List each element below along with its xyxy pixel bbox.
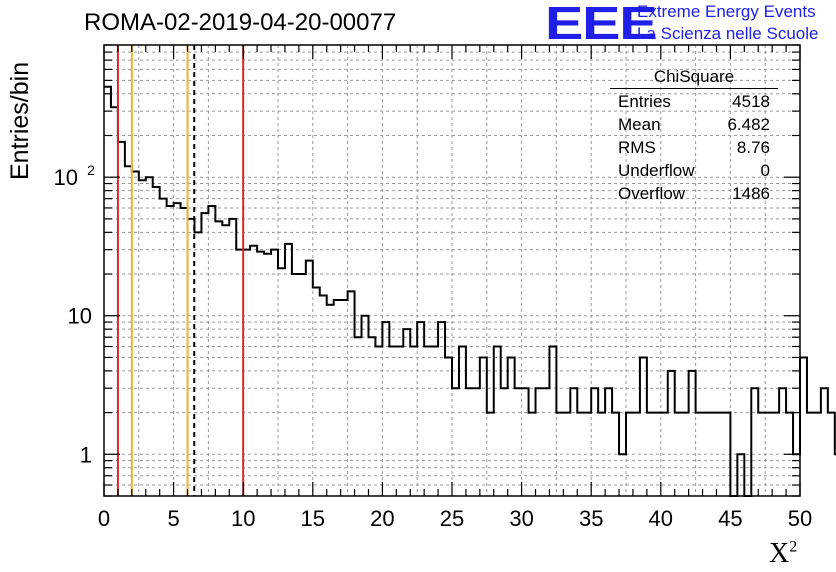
y-axis-label: Entries/bin [6, 61, 34, 180]
x-axis-label-base: X [769, 538, 790, 569]
stats-row-underflow: Underflow 0 [610, 159, 778, 182]
y-tick-label: 10 [54, 165, 78, 190]
chart-title: ROMA-02-2019-04-20-00077 [84, 9, 397, 36]
x-tick-label: 5 [167, 506, 179, 531]
logo-line-1: Extreme Energy Events [637, 2, 816, 21]
stats-label: Underflow [618, 161, 695, 180]
x-tick-label: 10 [231, 506, 255, 531]
x-tick-label: 20 [370, 506, 394, 531]
stats-value: 1486 [732, 184, 770, 203]
logo-line-2: La Scienza nelle Scuole [637, 24, 819, 43]
stats-title: ChiSquare [610, 67, 778, 89]
x-tick-label: 0 [98, 506, 110, 531]
stats-label: Overflow [618, 184, 686, 203]
x-tick-label: 50 [788, 506, 812, 531]
stats-row-rms: RMS 8.76 [610, 136, 778, 159]
y-tick-label: 1 [80, 442, 92, 467]
x-tick-label: 35 [579, 506, 603, 531]
x-tick-label: 30 [509, 506, 533, 531]
stats-value: 8.76 [736, 138, 770, 157]
stats-value: 0 [760, 161, 770, 180]
x-tick-label: 45 [718, 506, 742, 531]
y-tick-label-exponent: 2 [87, 162, 95, 178]
stats-row-entries: Entries 4518 [610, 90, 778, 113]
x-axis-label-superscript: 2 [789, 538, 798, 556]
x-tick-label: 25 [440, 506, 464, 531]
x-tick-label: 40 [649, 506, 673, 531]
stats-value: 4518 [732, 92, 770, 111]
stats-label: RMS [618, 138, 656, 157]
stats-label: Entries [618, 92, 671, 111]
stats-label: Mean [618, 115, 661, 134]
x-tick-label: 15 [301, 506, 325, 531]
stats-box: ChiSquare Entries 4518 Mean 6.482 RMS 8.76 … [610, 67, 778, 205]
eee-logo-mark: EEE [545, 0, 658, 49]
stats-row-overflow: Overflow 1486 [610, 182, 778, 205]
x-axis-label: X2 [769, 538, 797, 570]
stats-value: 6.482 [727, 115, 770, 134]
y-tick-label: 10 [68, 304, 92, 329]
stats-row-mean: Mean 6.482 [610, 113, 778, 136]
